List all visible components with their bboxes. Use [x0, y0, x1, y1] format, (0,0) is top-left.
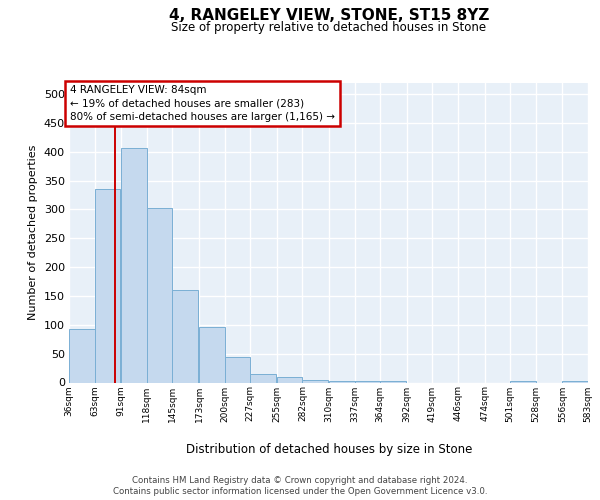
Bar	[329, 381, 355, 382]
Bar	[121, 148, 147, 382]
Text: Size of property relative to detached houses in Stone: Size of property relative to detached ho…	[171, 21, 487, 34]
Bar	[224, 357, 250, 382]
Bar	[562, 381, 588, 382]
Bar	[510, 381, 536, 382]
Bar	[355, 381, 380, 382]
Text: 4 RANGELEY VIEW: 84sqm
← 19% of detached houses are smaller (283)
80% of semi-de: 4 RANGELEY VIEW: 84sqm ← 19% of detached…	[70, 86, 335, 122]
Bar	[69, 329, 95, 382]
Bar	[95, 189, 120, 382]
Y-axis label: Number of detached properties: Number of detached properties	[28, 145, 38, 320]
Bar	[199, 327, 224, 382]
Bar	[250, 374, 276, 382]
Bar	[172, 290, 198, 382]
Text: 4, RANGELEY VIEW, STONE, ST15 8YZ: 4, RANGELEY VIEW, STONE, ST15 8YZ	[169, 8, 489, 22]
Bar	[277, 378, 302, 382]
Bar	[302, 380, 328, 382]
Text: Contains HM Land Registry data © Crown copyright and database right 2024.: Contains HM Land Registry data © Crown c…	[132, 476, 468, 485]
Bar	[380, 381, 406, 382]
Text: Contains public sector information licensed under the Open Government Licence v3: Contains public sector information licen…	[113, 488, 487, 496]
Text: Distribution of detached houses by size in Stone: Distribution of detached houses by size …	[185, 442, 472, 456]
Bar	[147, 208, 172, 382]
